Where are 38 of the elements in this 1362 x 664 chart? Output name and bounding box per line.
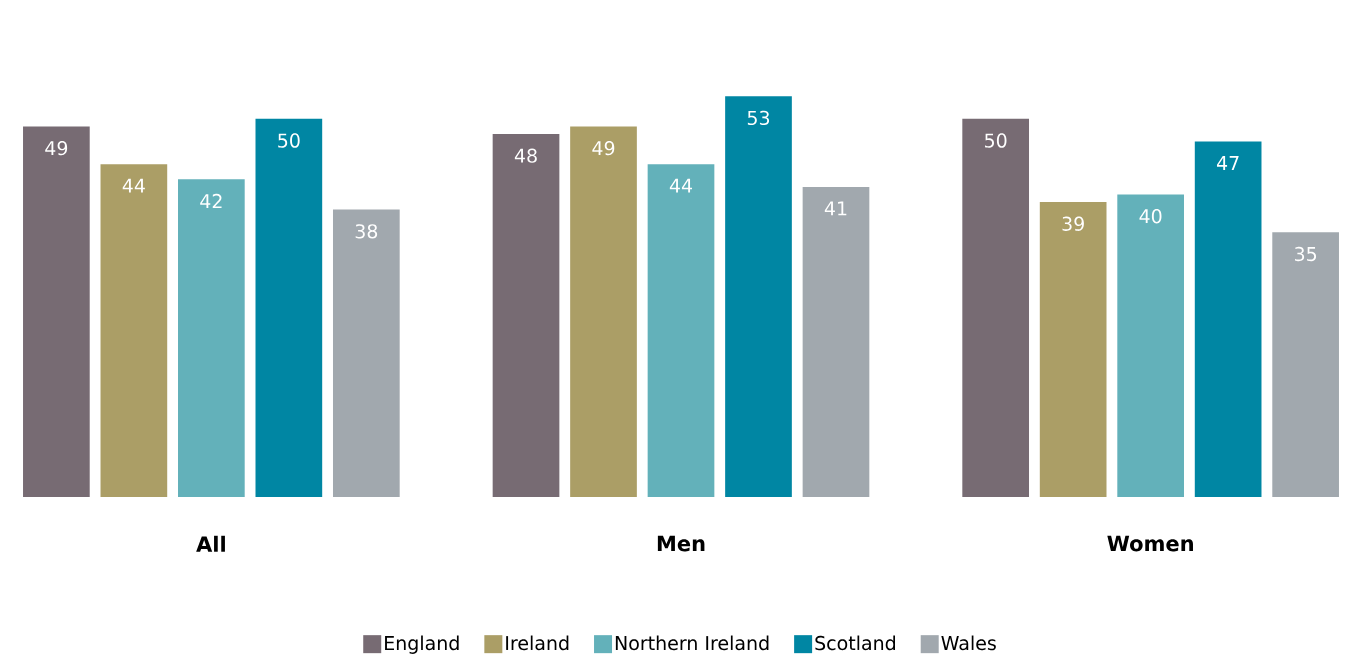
x-tick-label: Men [657, 535, 705, 552]
data-label: 44 [122, 178, 145, 193]
bar [1272, 232, 1339, 497]
bar [570, 126, 637, 497]
bar [332, 209, 400, 497]
data-label: 50 [985, 133, 1007, 148]
data-label: 49 [592, 140, 615, 156]
bar [1194, 141, 1262, 497]
bar [178, 179, 245, 497]
bar [802, 186, 870, 497]
data-label: 41 [824, 201, 847, 216]
x-tick-label: Women [1107, 535, 1193, 552]
bar [962, 118, 1030, 497]
legend-label: Ireland [506, 635, 569, 651]
legend-label: Northern Ireland [615, 635, 769, 651]
data-label: 42 [200, 193, 222, 208]
bar [492, 133, 560, 497]
data-label: 44 [669, 178, 693, 193]
bar [647, 164, 715, 497]
bar [1117, 194, 1184, 497]
legend-label: Scotland [815, 635, 895, 651]
data-label: 38 [355, 224, 378, 239]
legend-label: England [385, 635, 459, 654]
bar [100, 164, 168, 497]
bar [255, 118, 323, 497]
data-label: 35 [1295, 246, 1317, 262]
bar [725, 96, 792, 497]
legend-label: Wales [941, 635, 996, 651]
data-label: 48 [514, 148, 537, 163]
data-label: 40 [1139, 209, 1162, 224]
data-label: 47 [1216, 156, 1239, 170]
data-label: 53 [747, 110, 770, 126]
data-label: 39 [1062, 216, 1084, 231]
bar [1039, 202, 1107, 497]
bar [23, 126, 90, 497]
data-label: 49 [45, 140, 68, 156]
x-tick-label: All [196, 535, 225, 552]
data-label: 50 [278, 133, 300, 148]
